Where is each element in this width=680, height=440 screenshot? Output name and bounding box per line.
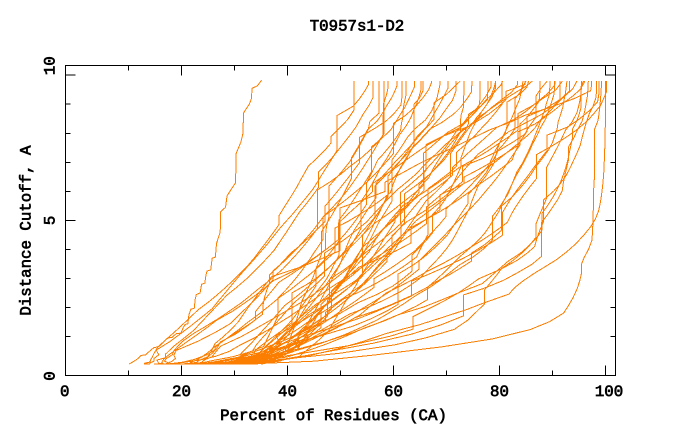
svg-text:Percent of Residues (CA): Percent of Residues (CA): [220, 407, 447, 425]
svg-text:Distance Cutoff, A: Distance Cutoff, A: [17, 145, 35, 316]
svg-text:20: 20: [172, 383, 191, 401]
svg-text:80: 80: [490, 383, 509, 401]
svg-text:T0957s1-D2: T0957s1-D2: [310, 17, 405, 35]
svg-text:0: 0: [60, 383, 69, 401]
svg-text:100: 100: [595, 383, 623, 401]
svg-text:0: 0: [41, 371, 59, 380]
svg-text:40: 40: [278, 383, 297, 401]
svg-text:60: 60: [384, 383, 403, 401]
svg-text:10: 10: [41, 56, 59, 75]
svg-text:5: 5: [41, 216, 59, 225]
